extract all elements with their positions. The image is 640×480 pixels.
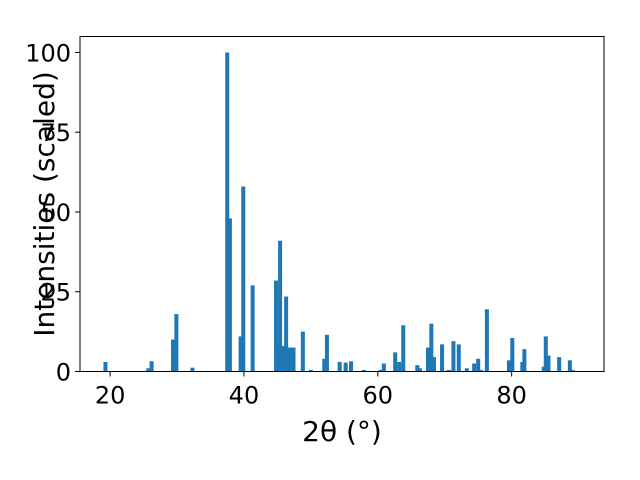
- plot-frame: [79, 36, 605, 372]
- y-tick-label: 50: [40, 199, 71, 227]
- y-tick-label: 100: [25, 39, 71, 67]
- bar: [397, 361, 402, 372]
- bar: [281, 345, 286, 372]
- bar: [343, 362, 348, 372]
- bar: [432, 357, 437, 372]
- y-tick-label: 75: [40, 119, 71, 147]
- bar: [440, 344, 445, 372]
- bar: [446, 369, 451, 372]
- bar: [349, 361, 354, 372]
- y-axis-ticks: 0 25 50 75 100: [25, 39, 80, 387]
- bar: [393, 352, 398, 372]
- bar: [190, 367, 195, 372]
- bar: [308, 369, 313, 372]
- bar: [174, 314, 179, 372]
- y-tick-label: 25: [40, 279, 71, 307]
- bar: [287, 347, 292, 372]
- bar: [284, 296, 289, 372]
- bar: [300, 331, 305, 372]
- bar: [322, 358, 327, 372]
- x-tick-label: 40: [229, 382, 260, 410]
- bar: [227, 218, 232, 372]
- x-axis-ticks: 20 40 60 80: [95, 371, 527, 410]
- x-tick-label: 80: [496, 382, 527, 410]
- bar: [478, 369, 483, 372]
- bar: [464, 368, 469, 372]
- bar: [506, 360, 511, 372]
- bars-group: [103, 52, 575, 372]
- bar: [361, 369, 366, 372]
- bar: [103, 361, 108, 372]
- bar: [149, 361, 154, 372]
- bar: [429, 323, 434, 372]
- bar: [291, 347, 296, 372]
- bar: [567, 360, 572, 372]
- bar: [238, 336, 243, 372]
- bar: [557, 357, 562, 372]
- bar: [417, 368, 422, 372]
- bar: [250, 285, 255, 372]
- x-tick-label: 20: [95, 382, 126, 410]
- bar: [225, 52, 230, 372]
- bar: [522, 349, 527, 372]
- y-tick-label: 0: [56, 359, 71, 387]
- bar: [425, 347, 431, 372]
- bar: [472, 363, 477, 372]
- bar: [546, 355, 551, 372]
- bar: [415, 365, 420, 372]
- bar: [510, 338, 515, 372]
- bar: [337, 361, 342, 372]
- bar: [476, 358, 481, 372]
- bar: [324, 334, 329, 372]
- bar: [451, 341, 456, 372]
- bar: [381, 363, 386, 372]
- y-axis-label: Intensities (scaled): [28, 71, 61, 337]
- bar: [484, 309, 489, 372]
- x-tick-label: 60: [363, 382, 394, 410]
- bar: [543, 336, 548, 372]
- bar: [241, 186, 246, 372]
- bar: [456, 344, 461, 372]
- bar: [274, 280, 279, 372]
- bar: [401, 325, 406, 372]
- bar: [171, 339, 176, 372]
- x-axis-label: 2θ (°): [302, 415, 382, 448]
- bar: [146, 368, 151, 372]
- bar: [276, 345, 281, 372]
- bar: [570, 369, 575, 372]
- bar: [378, 369, 383, 372]
- bar: [278, 240, 283, 372]
